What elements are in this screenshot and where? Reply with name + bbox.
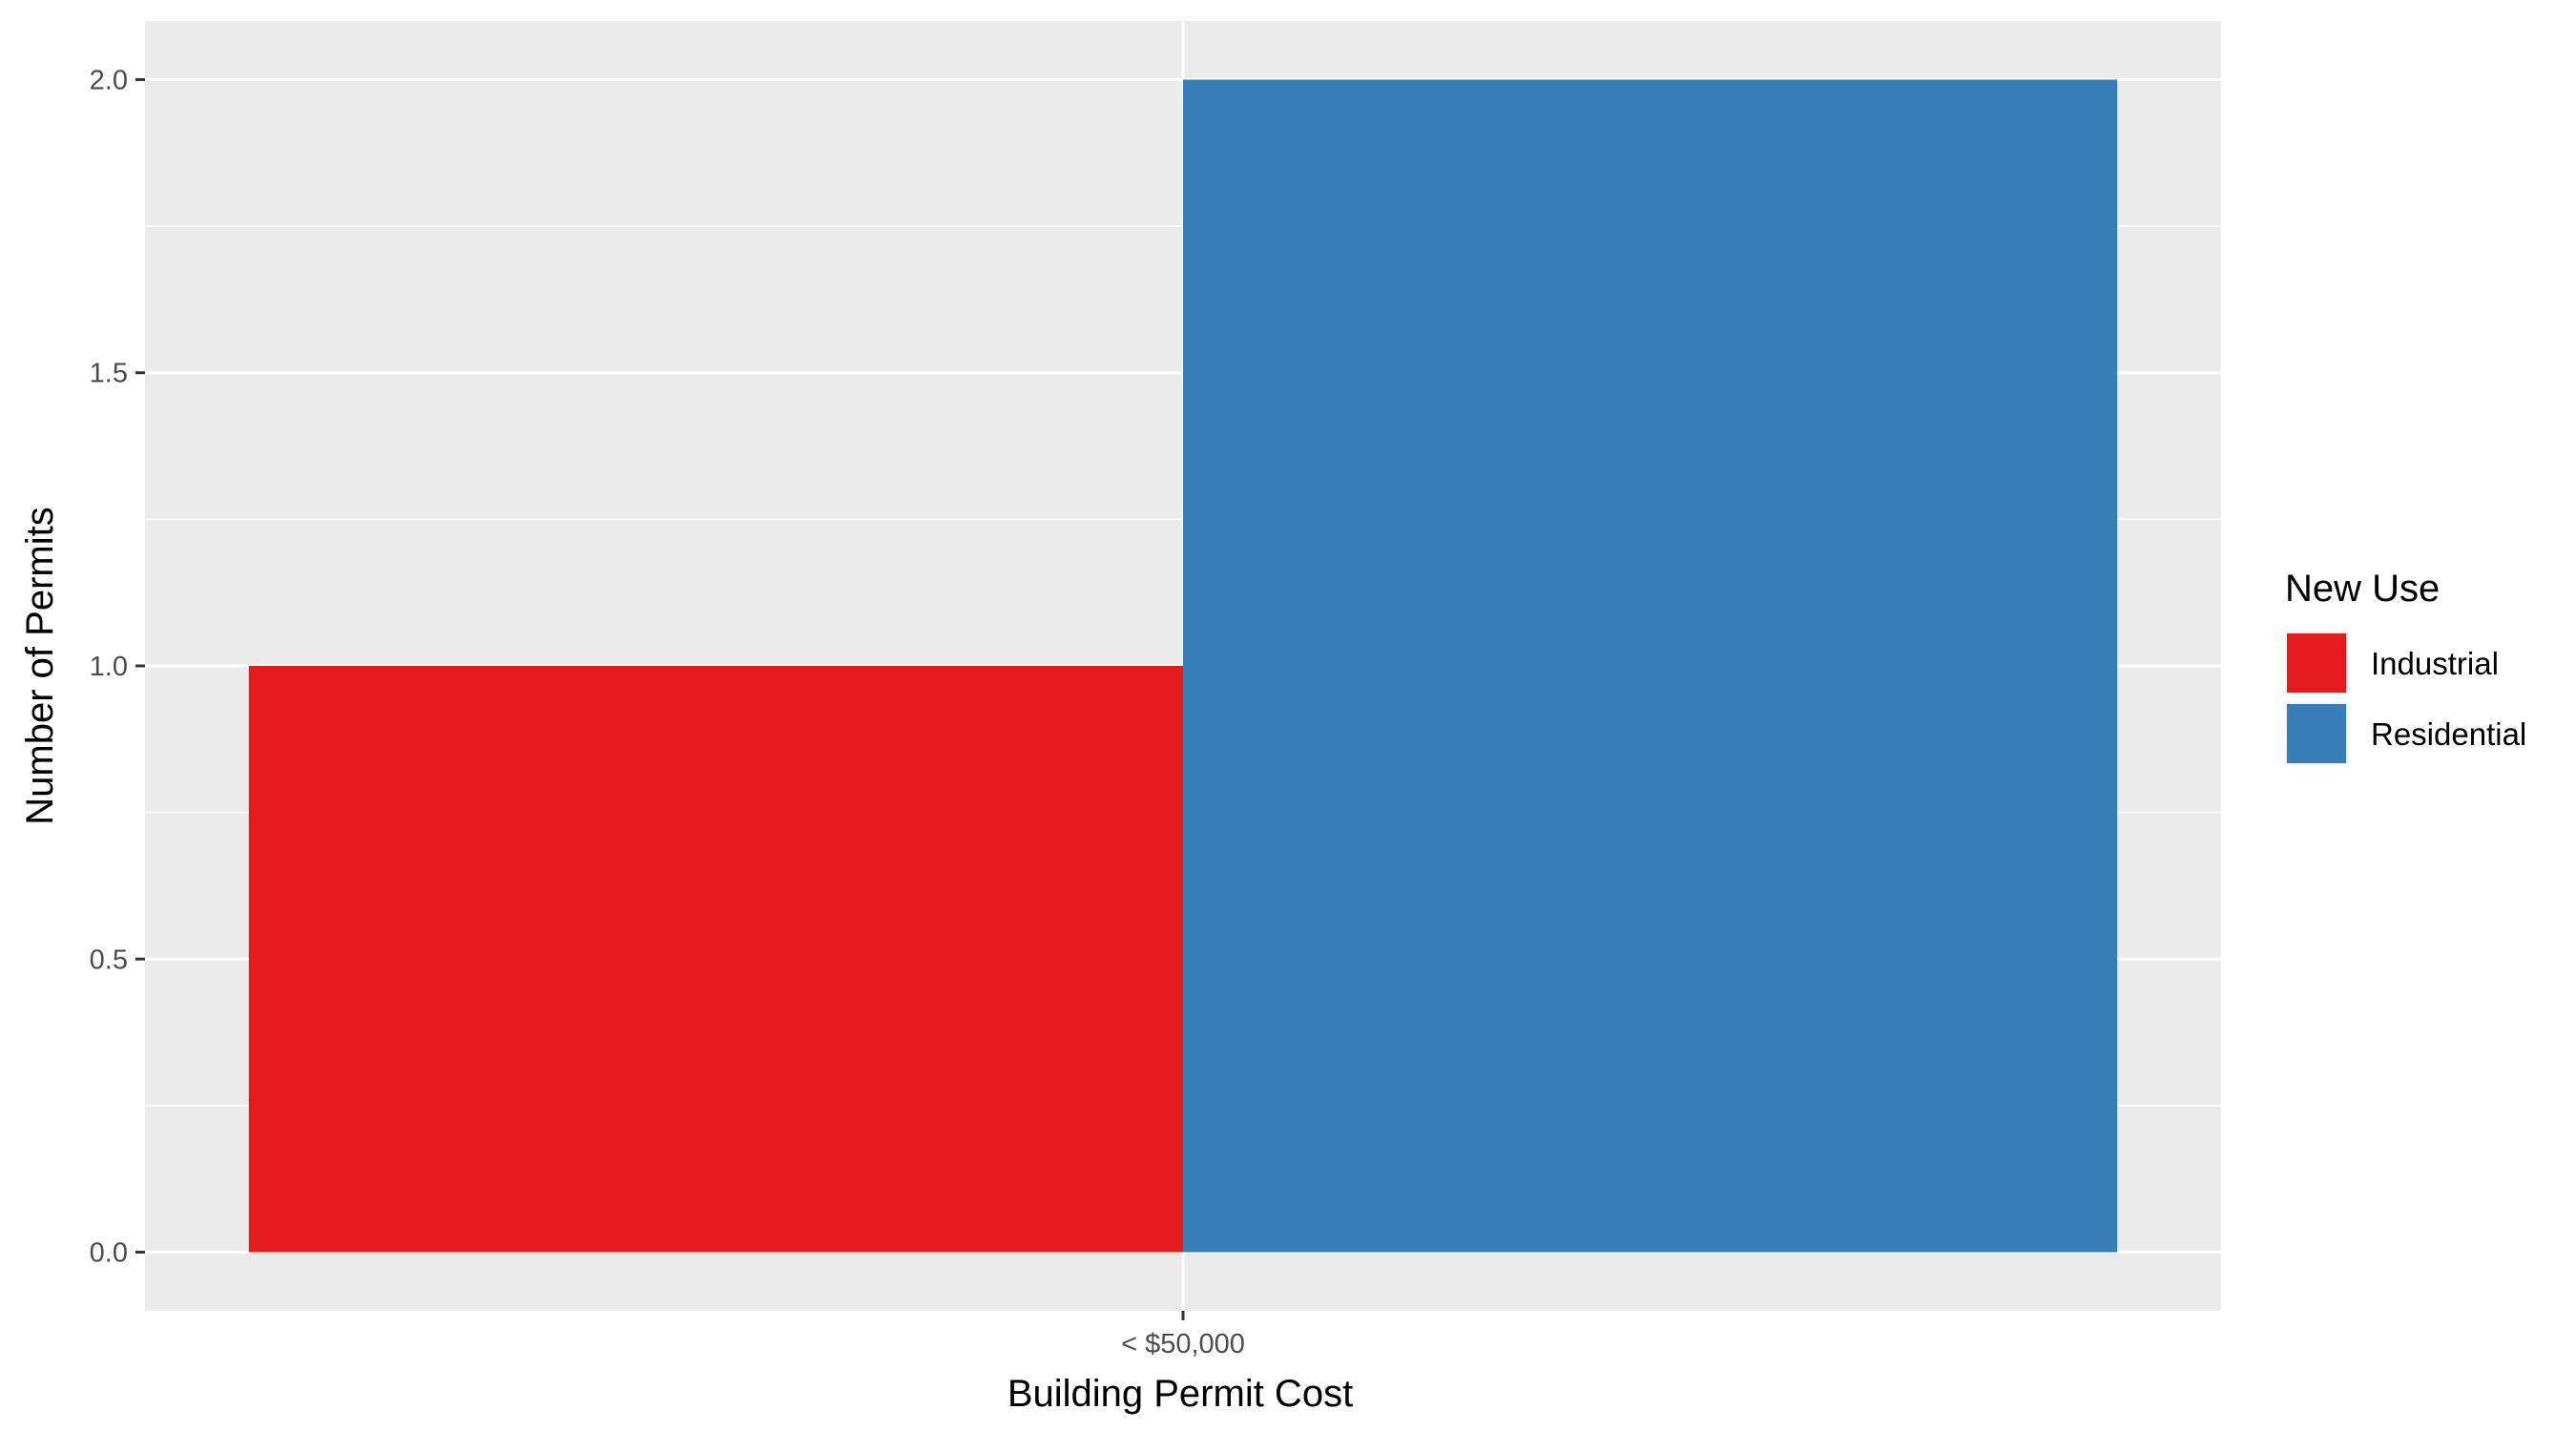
legend-key-industrial [2287, 633, 2346, 693]
x-axis: < $50,000 [1121, 1311, 1245, 1359]
legend-title: New Use [2285, 568, 2440, 610]
bar-group [248, 79, 2118, 1253]
legend-label-industrial: Industrial [2371, 646, 2499, 681]
bar-residential [1183, 79, 2118, 1253]
y-tick-label: 2.0 [90, 65, 128, 95]
x-axis-title: Building Permit Cost [1008, 1373, 1353, 1415]
legend-key-residential [2287, 704, 2346, 763]
y-tick-label: 1.5 [90, 359, 128, 389]
bar-industrial [248, 666, 1183, 1253]
legend: New Use Industrial Residential [2285, 568, 2526, 765]
y-axis: 0.0 0.5 1.0 1.5 2.0 [90, 65, 145, 1269]
y-tick-label: 0.0 [90, 1238, 128, 1269]
y-tick-label: 0.5 [90, 944, 128, 975]
legend-label-residential: Residential [2371, 716, 2526, 752]
y-axis-title: Number of Permits [19, 507, 61, 824]
x-tick-label: < $50,000 [1121, 1329, 1245, 1359]
y-tick-label: 1.0 [90, 652, 128, 682]
